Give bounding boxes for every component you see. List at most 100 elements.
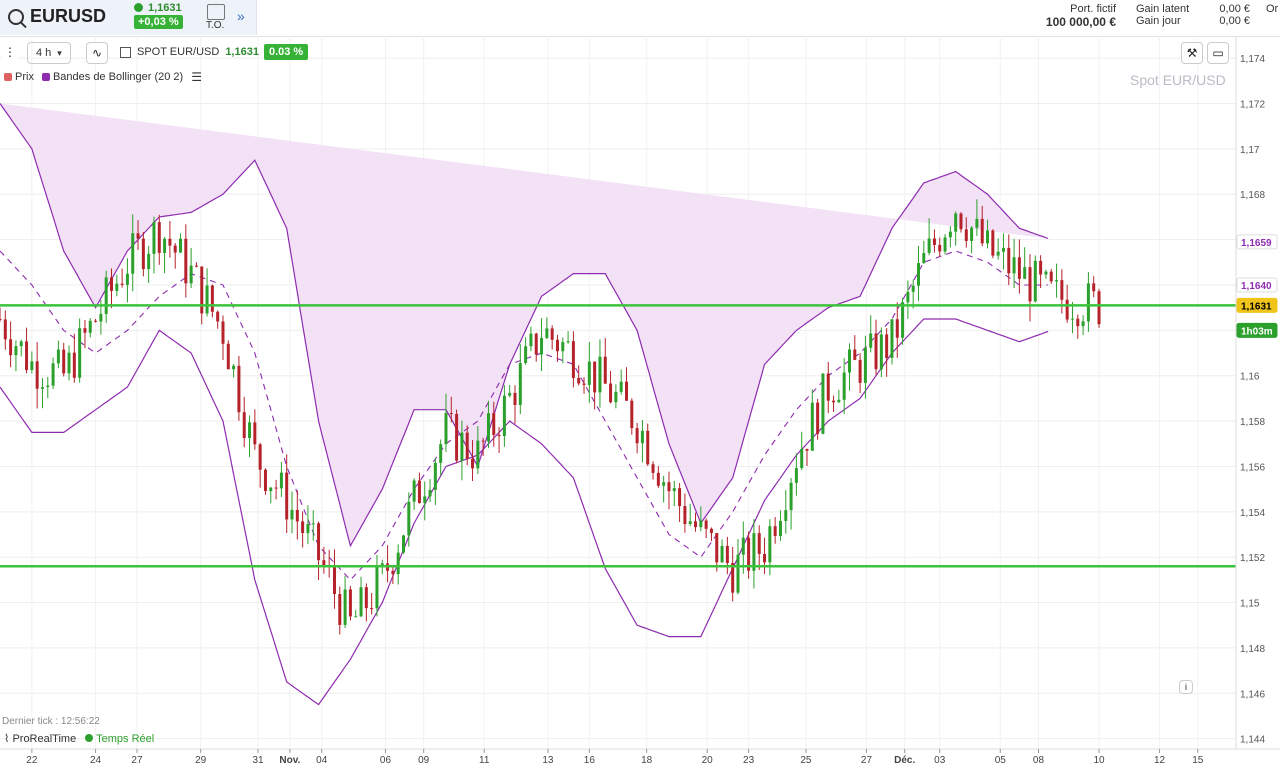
live-status-icon bbox=[134, 3, 143, 12]
candle-body bbox=[614, 391, 618, 403]
candle-body bbox=[253, 422, 257, 445]
candle-body bbox=[577, 377, 581, 384]
candle-body bbox=[635, 428, 639, 444]
gain-values: 0,00 € 0,00 € bbox=[1200, 3, 1250, 27]
candle-body bbox=[885, 334, 889, 358]
drag-handle-icon[interactable]: ⋮ bbox=[2, 42, 18, 62]
price-tag-text: 1,1640 bbox=[1241, 281, 1272, 292]
calendar-icon[interactable]: ▭ bbox=[1207, 42, 1229, 64]
to-label[interactable]: T.O. bbox=[206, 20, 225, 31]
legend-price[interactable]: Prix bbox=[4, 71, 34, 83]
candle-body bbox=[943, 237, 947, 252]
candle-body bbox=[1055, 280, 1059, 282]
candle-body bbox=[147, 253, 151, 270]
candle-body bbox=[78, 328, 82, 378]
candle-body bbox=[709, 528, 713, 534]
candle-body bbox=[699, 520, 703, 528]
price-tag-band bbox=[1236, 234, 1278, 250]
x-tick-label: Nov. bbox=[279, 755, 300, 766]
provider-block: ⌇ ProRealTime Temps Réel bbox=[4, 732, 154, 745]
portfolio-value: 100 000,00 € bbox=[1045, 15, 1116, 29]
candle-body bbox=[1049, 271, 1053, 282]
indicators-icon[interactable]: ∿ bbox=[86, 42, 108, 64]
symbol-box[interactable]: EURUSD 1,1631 +0,03 % T.O. » bbox=[0, 0, 257, 35]
candle-body bbox=[407, 501, 411, 536]
top-bar: EURUSD 1,1631 +0,03 % T.O. » Port. ficti… bbox=[0, 0, 1280, 37]
wrench-icon[interactable]: ⚒ bbox=[1181, 42, 1203, 64]
gain-labels: Gain latent Gain jour bbox=[1136, 3, 1189, 27]
candle-body bbox=[1023, 267, 1027, 279]
candle-body bbox=[1076, 318, 1080, 327]
candle-body bbox=[460, 432, 464, 461]
candle-body bbox=[789, 482, 793, 511]
candle-body bbox=[301, 521, 305, 534]
x-tick-label: 18 bbox=[641, 755, 653, 766]
candle-body bbox=[99, 313, 103, 322]
candle-body bbox=[736, 554, 740, 593]
candle-body bbox=[975, 218, 979, 228]
instrument-info: SPOT EUR/USD 1,1631 0.03 % bbox=[120, 42, 309, 62]
candle-body bbox=[624, 381, 628, 401]
bollinger-middle bbox=[0, 250, 1049, 581]
x-tick-label: 11 bbox=[479, 755, 490, 766]
candle-body bbox=[1092, 283, 1096, 292]
x-tick-label: 09 bbox=[418, 755, 430, 766]
y-tick-label: 1,172 bbox=[1240, 100, 1265, 111]
info-box-icon[interactable]: i bbox=[1179, 680, 1193, 694]
info-icon[interactable] bbox=[120, 46, 131, 58]
legend-list-icon[interactable]: ☰ bbox=[191, 70, 202, 84]
symbol-name[interactable]: EURUSD bbox=[30, 6, 107, 26]
candle-body bbox=[1060, 280, 1064, 300]
y-tick-label: 1,146 bbox=[1240, 689, 1265, 700]
candle-body bbox=[125, 273, 129, 285]
candle-body bbox=[237, 365, 241, 413]
candle-body bbox=[640, 430, 644, 444]
candle-body bbox=[157, 222, 161, 253]
candle-body bbox=[332, 567, 336, 595]
candle-body bbox=[741, 537, 745, 555]
candle-body bbox=[56, 349, 60, 364]
candle-body bbox=[582, 383, 586, 385]
x-tick-label: 27 bbox=[861, 755, 873, 766]
candle-body bbox=[683, 506, 687, 525]
candle-body bbox=[428, 489, 432, 497]
search-icon[interactable] bbox=[8, 9, 24, 25]
candle-body bbox=[1044, 271, 1048, 275]
candle-body bbox=[35, 361, 39, 389]
candle-body bbox=[667, 482, 671, 492]
candle-body bbox=[141, 238, 145, 270]
expand-chevron-icon[interactable]: » bbox=[237, 8, 245, 24]
candle-body bbox=[991, 230, 995, 256]
candle-body bbox=[826, 373, 830, 401]
candle-body bbox=[869, 333, 873, 348]
timeframe-select[interactable]: 4 h ▾ bbox=[27, 42, 71, 64]
order-ticket-icon[interactable] bbox=[207, 4, 225, 20]
legend-bollinger[interactable]: Bandes de Bollinger (20 2) bbox=[41, 71, 183, 83]
instrument-price: 1,1631 bbox=[225, 46, 259, 58]
candle-body bbox=[25, 341, 29, 371]
price-tag-text: 1,1659 bbox=[1241, 238, 1272, 249]
x-tick-label: 25 bbox=[800, 755, 812, 766]
candle-body bbox=[248, 422, 252, 439]
price-tag-timer bbox=[1236, 322, 1278, 338]
candle-body bbox=[609, 383, 613, 403]
candle-body bbox=[863, 347, 867, 383]
candle-body bbox=[720, 545, 724, 563]
candle-body bbox=[205, 285, 209, 314]
candle-body bbox=[94, 320, 98, 322]
candle-body bbox=[1028, 267, 1032, 302]
candle-body bbox=[901, 302, 905, 338]
candle-body bbox=[391, 570, 395, 575]
candle-body bbox=[120, 283, 124, 285]
candle-body bbox=[152, 222, 156, 254]
candle-body bbox=[412, 480, 416, 502]
candle-body bbox=[1070, 318, 1074, 320]
candle-body bbox=[115, 283, 119, 291]
price-chart[interactable]: 1,1741,1721,171,1681,1661,1641,1621,161,… bbox=[0, 36, 1280, 769]
candle-body bbox=[226, 343, 230, 370]
candle-body bbox=[497, 434, 501, 437]
candle-body bbox=[731, 563, 735, 593]
candle-body bbox=[184, 238, 188, 284]
candle-body bbox=[874, 333, 878, 370]
pulse-icon: ⌇ bbox=[4, 733, 10, 745]
